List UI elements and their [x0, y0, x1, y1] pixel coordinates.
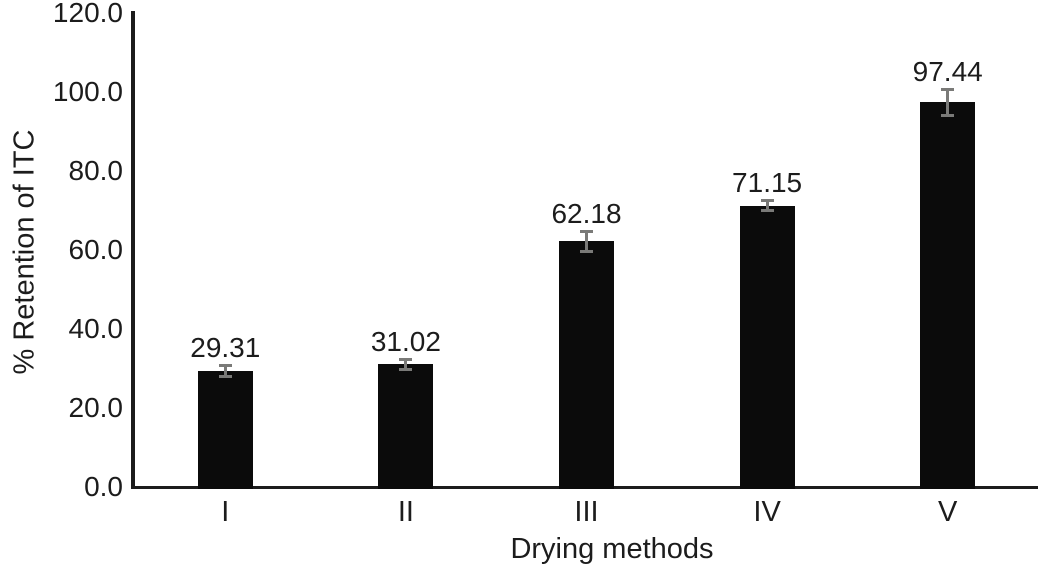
error-bar-cap — [580, 249, 593, 253]
error-bar-whisker — [585, 231, 588, 252]
error-bar-whisker — [946, 88, 950, 116]
bar-V — [920, 102, 976, 489]
error-bar-cap — [399, 368, 413, 372]
y-tick-label: 100.0 — [52, 76, 123, 107]
error-bar-cap — [218, 375, 232, 379]
y-tick-label: 0.0 — [84, 471, 123, 502]
bar-value-label: 71.15 — [732, 167, 803, 199]
bar-IV — [739, 205, 795, 489]
y-tick-label: 40.0 — [68, 313, 124, 344]
x-category-label: I — [221, 496, 230, 528]
error-bar-cap — [941, 87, 955, 91]
bar-value-label: 29.31 — [190, 332, 261, 364]
error-bar-cap — [941, 113, 955, 117]
x-category-label: IV — [753, 496, 781, 528]
y-tick-label: 60.0 — [68, 234, 124, 265]
bar-value-label: 97.44 — [912, 55, 983, 87]
x-category-label: V — [938, 496, 958, 528]
y-axis-line — [131, 11, 135, 489]
y-tick-label: 20.0 — [68, 392, 124, 423]
error-bar-whisker — [765, 200, 769, 212]
error-bar-cap — [218, 364, 232, 368]
bar-III — [559, 241, 614, 489]
error-bar-whisker — [404, 358, 408, 371]
error-bar-cap — [399, 357, 413, 361]
x-category-label: II — [397, 496, 414, 528]
error-bar-cap — [760, 209, 774, 213]
x-category-label: III — [574, 496, 599, 528]
bar-value-label: 62.18 — [551, 198, 622, 230]
y-tick-label: 120.0 — [52, 0, 123, 28]
error-bar-whisker — [223, 365, 227, 378]
bar-value-label: 31.02 — [370, 325, 441, 357]
error-bar-cap — [760, 199, 774, 203]
bar-I — [197, 371, 253, 489]
error-bar-cap — [580, 230, 593, 234]
bar-II — [378, 364, 434, 489]
y-tick-label: 80.0 — [68, 155, 124, 186]
x-axis-title: Drying methods — [510, 533, 714, 565]
